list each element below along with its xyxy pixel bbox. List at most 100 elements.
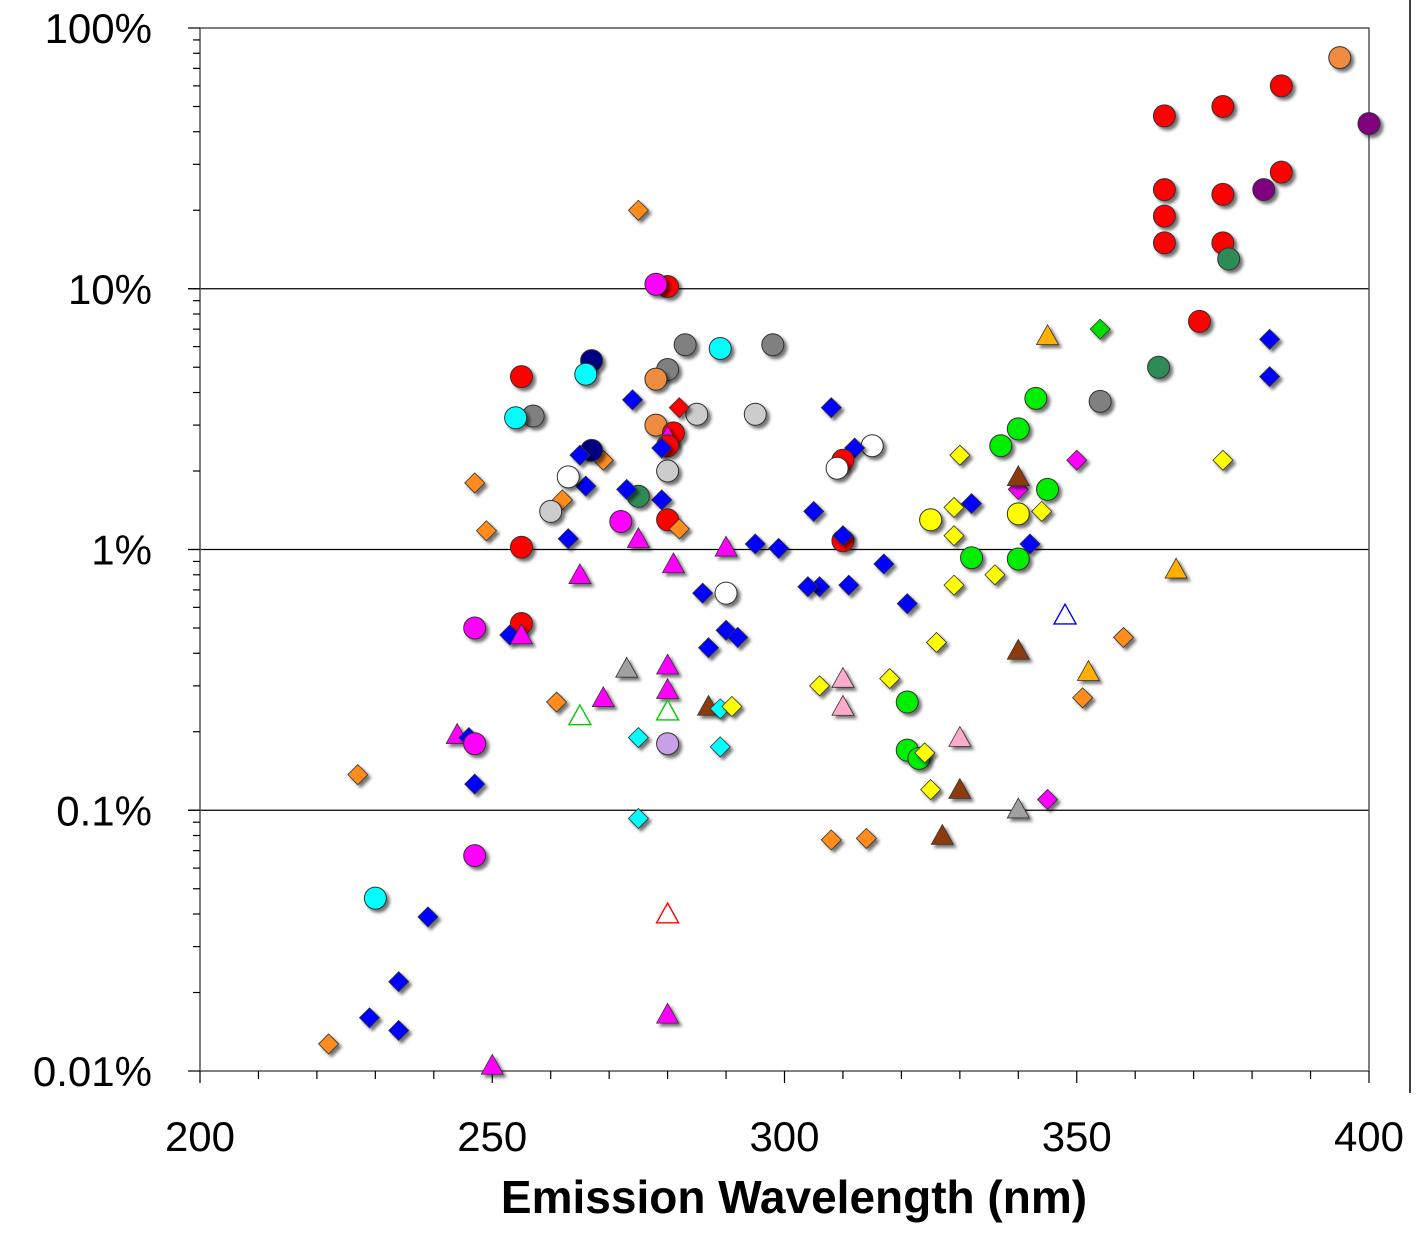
- data-point-circle: [708, 337, 732, 361]
- data-point-triangle: [509, 623, 534, 645]
- data-point-circle: [1006, 502, 1030, 526]
- data-point-diamond: [727, 626, 749, 649]
- data-point-circle: [1152, 104, 1176, 128]
- data-point-diamond: [920, 779, 942, 801]
- x-tick-label: 400: [1334, 1113, 1404, 1160]
- data-point-diamond: [627, 726, 649, 749]
- data-point-diamond: [668, 518, 690, 540]
- data-point-diamond: [318, 1033, 340, 1055]
- data-point-diamond: [832, 525, 854, 547]
- data-point-circle: [1187, 309, 1211, 333]
- data-point-circle: [1211, 182, 1235, 206]
- data-point-circle: [644, 367, 668, 391]
- data-point-diamond: [627, 807, 649, 830]
- data-point-diamond: [820, 829, 842, 851]
- data-point-circle: [363, 886, 387, 910]
- data-point-circle: [1252, 178, 1276, 202]
- data-point-circle: [574, 362, 598, 386]
- data-point-circle: [714, 581, 738, 605]
- data-point-triangle: [480, 1053, 504, 1075]
- data-point-triangle: [714, 535, 738, 557]
- data-point-circle: [609, 510, 633, 534]
- data-point-diamond: [744, 533, 766, 555]
- data-point-diamond: [621, 389, 644, 411]
- data-point-diamond: [388, 971, 410, 993]
- data-point-diamond: [417, 906, 439, 928]
- data-point-diamond: [984, 564, 1006, 586]
- data-point-diamond: [545, 691, 568, 713]
- data-point-triangle: [1164, 557, 1188, 579]
- data-point-diamond: [873, 553, 895, 575]
- x-tick-label: 200: [165, 1113, 235, 1160]
- data-point-diamond: [855, 827, 877, 849]
- data-point-diamond: [575, 475, 597, 497]
- data-point-triangle: [626, 526, 651, 548]
- y-tick-label: 1%: [91, 527, 152, 574]
- data-point-diamond: [925, 631, 948, 654]
- data-point-diamond: [1036, 788, 1059, 811]
- data-point-circle: [1211, 94, 1235, 118]
- data-point-diamond: [838, 574, 860, 596]
- data-point-diamond: [797, 576, 819, 598]
- data-point-circle: [825, 456, 849, 480]
- data-point-triangle: [1006, 638, 1030, 660]
- data-point-diamond: [1259, 328, 1281, 350]
- data-point-circle: [1024, 386, 1048, 410]
- data-point-circle: [656, 732, 680, 756]
- data-point-circle: [1152, 178, 1176, 202]
- data-point-diamond: [803, 500, 825, 522]
- data-point-diamond: [692, 582, 714, 604]
- data-point-diamond: [668, 397, 690, 419]
- data-point-diamond: [1072, 687, 1094, 709]
- data-point-diamond: [464, 472, 486, 494]
- data-point-diamond: [914, 742, 936, 764]
- data-point-diamond: [1066, 449, 1088, 471]
- data-point-circle: [463, 844, 487, 868]
- y-tick-label: 0.01%: [33, 1048, 152, 1095]
- data-point-circle: [1036, 477, 1060, 501]
- data-point-circle: [860, 434, 884, 458]
- data-point-diamond: [943, 525, 965, 547]
- data-point-circle: [463, 732, 487, 756]
- data-point-diamond: [768, 537, 790, 559]
- y-tick-label: 100%: [45, 5, 152, 52]
- data-point-triangle: [661, 552, 686, 574]
- data-point-diamond: [697, 637, 720, 659]
- y-tick-label: 0.1%: [56, 787, 152, 834]
- data-point-circle: [895, 690, 919, 714]
- data-point-diamond: [721, 695, 743, 718]
- data-point-diamond: [475, 520, 497, 542]
- data-point-circle: [1269, 74, 1293, 98]
- data-point-open-triangle: [1052, 602, 1078, 625]
- data-point-triangle: [831, 694, 855, 716]
- data-point-circle: [673, 333, 697, 357]
- data-point-diamond: [809, 675, 831, 697]
- data-point-circle: [960, 546, 984, 570]
- data-point-diamond: [1112, 626, 1135, 649]
- data-point-circle: [1357, 112, 1381, 136]
- data-point-circle: [1328, 46, 1352, 70]
- data-point-circle: [656, 459, 680, 483]
- data-point-open-triangle: [655, 901, 680, 924]
- data-point-circle: [685, 402, 709, 426]
- data-point-triangle: [1006, 797, 1030, 819]
- data-point-diamond: [1212, 449, 1234, 471]
- data-point-circle: [1152, 204, 1176, 228]
- data-point-open-triangle: [655, 698, 680, 721]
- data-point-triangle: [655, 677, 680, 699]
- data-point-triangle: [568, 562, 592, 584]
- data-point-diamond: [820, 397, 842, 419]
- x-tick-label: 350: [1042, 1113, 1112, 1160]
- data-point-diamond: [1259, 366, 1281, 388]
- data-point-diamond: [569, 444, 591, 466]
- data-point-diamond: [960, 493, 983, 515]
- data-point-diamond: [464, 773, 486, 795]
- data-point-triangle: [831, 666, 855, 688]
- data-point-circle: [509, 535, 533, 559]
- data-point-circle: [1006, 417, 1030, 441]
- data-point-diamond: [943, 496, 965, 518]
- data-point-triangle: [930, 823, 954, 845]
- data-point-circle: [919, 508, 943, 532]
- data-point-circle: [1006, 547, 1030, 571]
